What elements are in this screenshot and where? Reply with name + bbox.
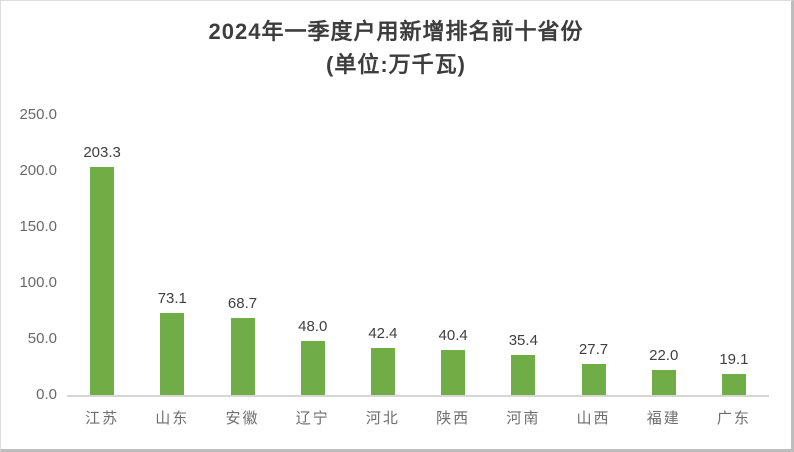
bar (230, 318, 255, 395)
bar-value-label: 73.1 (157, 290, 187, 308)
bar-column: 22.0 (629, 115, 699, 395)
bar-value-label: 42.4 (368, 324, 398, 342)
x-axis-category-label: 广东 (716, 410, 751, 427)
bar-column: 73.1 (137, 115, 207, 395)
x-axis-line (67, 395, 769, 397)
bar-value-label: 68.7 (227, 295, 258, 313)
bar (90, 167, 115, 395)
bar-column: 42.4 (348, 115, 418, 395)
bar (651, 370, 676, 395)
bar-value-label: 48.0 (298, 318, 328, 336)
bar-value-label: 27.7 (578, 340, 609, 358)
x-axis-category-label: 福建 (646, 410, 681, 427)
bar-column: 48.0 (278, 115, 348, 395)
y-axis: 250.0 200.0 150.0 100.0 50.0 0.0 (13, 106, 61, 403)
bar-column: 35.4 (488, 115, 558, 395)
bar-column: 40.4 (418, 115, 488, 395)
bar (511, 355, 536, 395)
plot-area: 203.3 73.1 68.7 48.0 42.4 40.4 35.4 27.7 22.0 19.… (67, 115, 769, 428)
x-axis-labels: 江苏 山东 安徽 辽宁 河北 陕西 河南 山西 福建 广东 (67, 407, 769, 428)
chart-title: 2024年一季度户用新增排名前十省份 (单位:万千瓦) (1, 15, 791, 81)
bar-value-label: 40.4 (438, 326, 468, 344)
x-axis-category-label: 安徽 (225, 410, 260, 427)
x-axis-category-label: 辽宁 (295, 410, 330, 427)
bar-value-label: 19.1 (719, 350, 749, 368)
bar (441, 349, 466, 395)
bar-value-label: 22.0 (649, 347, 679, 365)
x-axis-category-label: 山东 (155, 410, 190, 427)
bar (300, 341, 325, 395)
bar-value-label: 203.3 (83, 144, 121, 162)
y-axis-tick-label: 200.0 (19, 162, 57, 179)
y-axis-tick-label: 150.0 (19, 218, 57, 235)
bar-column: 19.1 (699, 115, 769, 395)
bar-column: 203.3 (67, 115, 137, 395)
bar (721, 373, 746, 395)
chart-plot-region: 250.0 200.0 150.0 100.0 50.0 0.0 203.3 73.1 68.… (13, 106, 769, 428)
bar (370, 347, 395, 395)
bar-column: 68.7 (207, 115, 277, 395)
bar-column: 27.7 (558, 115, 628, 395)
bar-series: 203.3 73.1 68.7 48.0 42.4 40.4 35.4 27.7 22.0 19.… (67, 115, 769, 395)
x-axis-category-label: 陕西 (436, 410, 471, 427)
y-axis-tick-label: 250.0 (19, 106, 57, 123)
y-axis-tick-label: 100.0 (19, 274, 57, 291)
y-axis-tick-label: 50.0 (27, 330, 57, 347)
x-axis-category-label: 山西 (576, 410, 611, 427)
bar (581, 363, 606, 395)
bar (160, 313, 185, 395)
chart-title-line1: 2024年一季度户用新增排名前十省份 (208, 19, 584, 44)
y-axis-tick-label: 0.0 (36, 386, 57, 403)
x-axis-category-label: 河北 (365, 410, 400, 427)
x-axis-category-label: 江苏 (85, 410, 120, 427)
x-axis-category-label: 河南 (506, 410, 541, 427)
chart-title-line2: (单位:万千瓦) (326, 52, 466, 77)
bar-value-label: 35.4 (508, 332, 538, 350)
